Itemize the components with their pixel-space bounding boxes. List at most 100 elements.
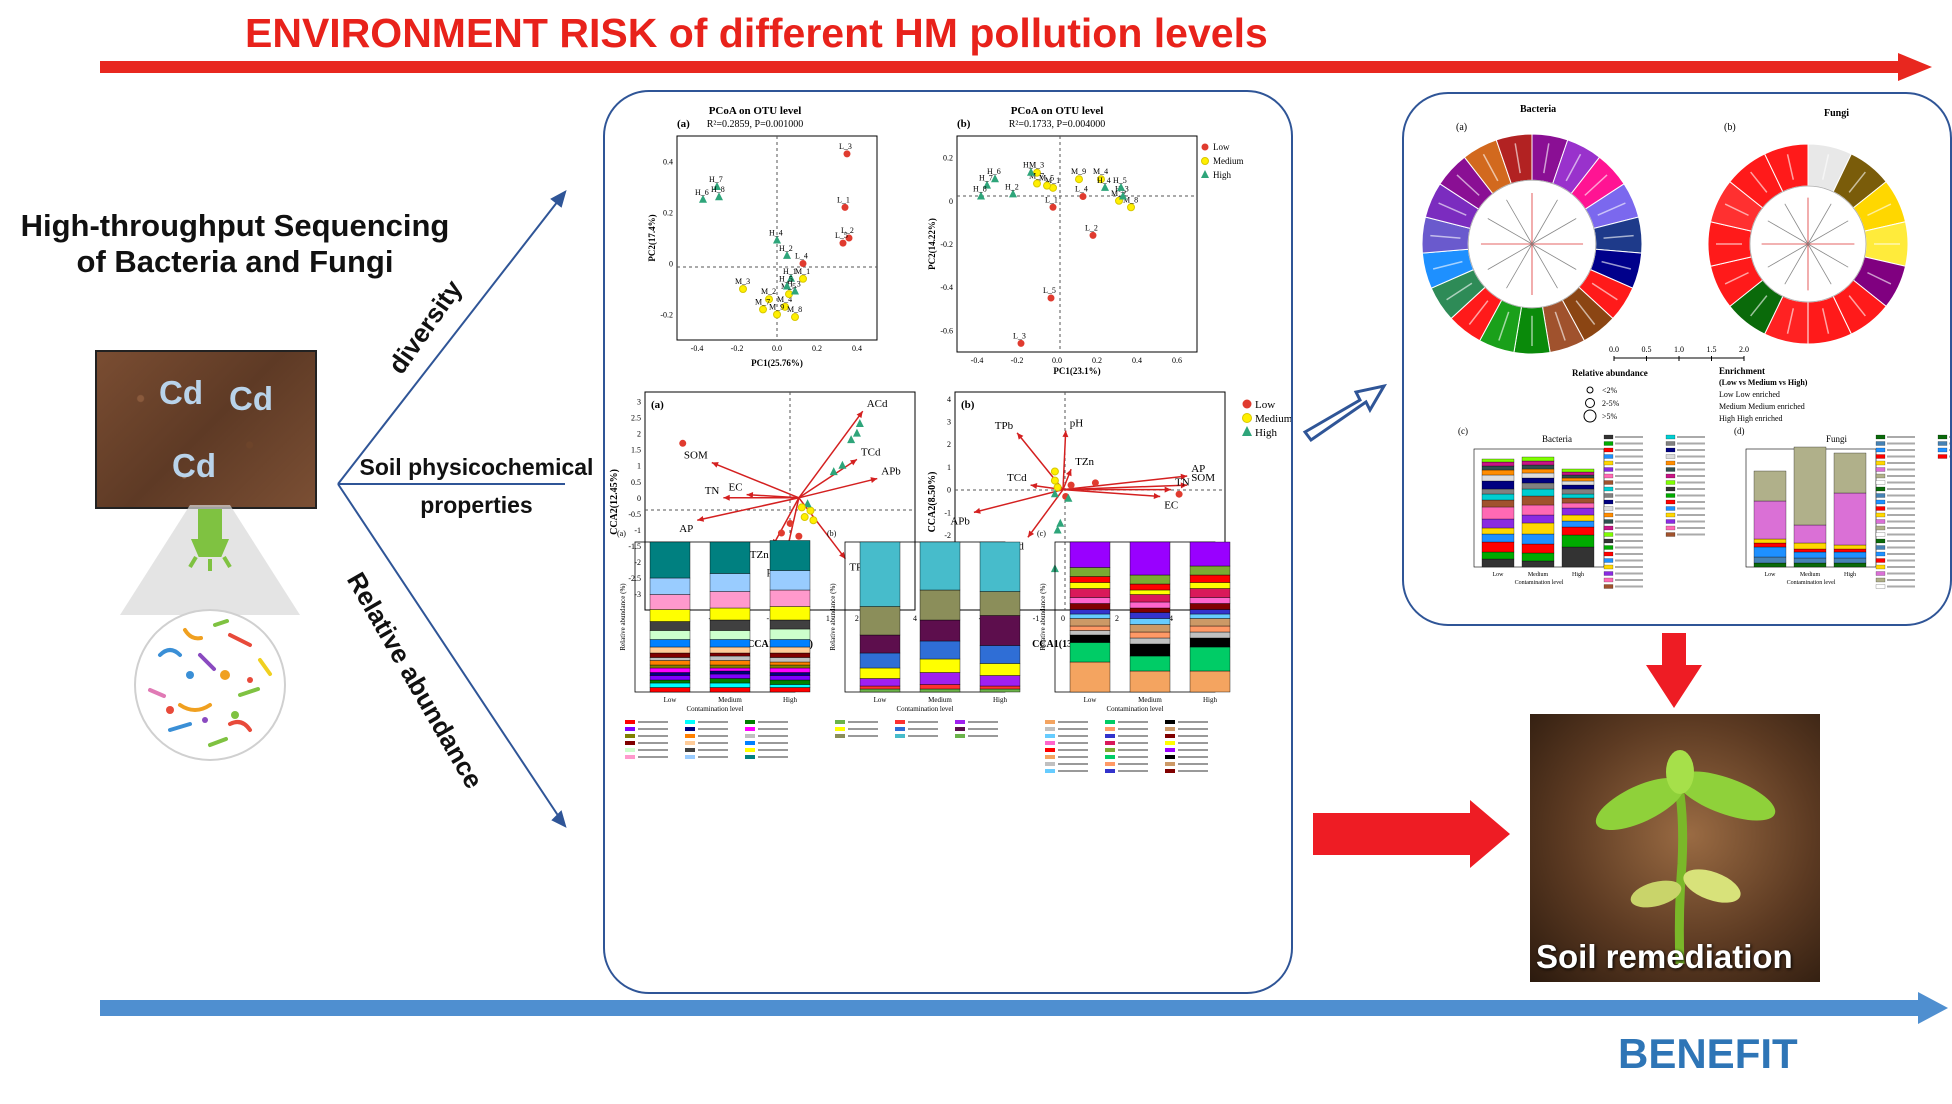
legend-text — [1887, 572, 1915, 575]
sequencing-title: High-throughput Sequencing of Bacteria a… — [20, 208, 450, 279]
data-point — [1242, 413, 1252, 423]
legend-text — [1677, 468, 1705, 471]
cd-label-1: Cd — [159, 374, 203, 411]
legend-text — [698, 721, 728, 723]
data-point — [715, 192, 723, 201]
legend-swatch — [1603, 577, 1614, 583]
stacked-segment — [1129, 618, 1171, 625]
x-tick: -0.2 — [1011, 356, 1024, 365]
stacked-segment — [709, 682, 751, 688]
legend-text — [1615, 449, 1643, 451]
small-bar-segment — [1481, 458, 1515, 463]
tag-a: (a) — [1456, 122, 1467, 133]
stacked-segment — [859, 688, 901, 693]
legend-text — [1615, 520, 1643, 523]
point-label: M_5 — [1039, 174, 1054, 183]
legend-swatch — [1045, 755, 1055, 759]
small-bar-segment — [1833, 562, 1867, 568]
stacked-segment — [709, 667, 751, 672]
legend-text — [1677, 488, 1705, 490]
y-tick: -0.2 — [940, 240, 953, 249]
seedling-icon — [1595, 750, 1776, 965]
small-bar-segment — [1481, 488, 1515, 495]
legend-text — [1949, 449, 1952, 451]
data-point — [795, 532, 803, 540]
small-bar-segment — [1833, 492, 1867, 546]
legend-swatch — [1105, 741, 1115, 745]
vector-label: TN — [705, 485, 720, 497]
point-label: M_1 — [795, 267, 810, 276]
category-label: Low — [1765, 572, 1777, 578]
legend-text — [908, 735, 938, 737]
legend-text — [1615, 514, 1643, 516]
data-point — [786, 519, 794, 527]
stacked-segment — [919, 619, 961, 642]
small-bar-segment — [1481, 533, 1515, 543]
legend-swatch — [1875, 480, 1886, 485]
legend-swatch — [1603, 454, 1614, 459]
legend-text — [1677, 501, 1705, 503]
legend-text — [1615, 462, 1643, 464]
hollow-arrow — [1302, 383, 1388, 443]
legend-swatch — [1603, 473, 1614, 479]
legend-text — [1887, 566, 1915, 568]
data-point — [777, 529, 785, 537]
legend-text — [1887, 442, 1915, 445]
legend-text — [1615, 468, 1643, 471]
pcoa-b-xlabel: PC1(23.1%) — [1053, 366, 1100, 376]
vector-label: TZn — [750, 549, 769, 561]
legend-swatch — [895, 734, 905, 738]
stacked-segment — [1069, 613, 1111, 619]
small-bar-segment — [1561, 514, 1595, 522]
stacked-segment — [649, 630, 691, 640]
vector-label: EC — [1164, 499, 1178, 511]
y-tick: 2 — [637, 430, 641, 439]
cca-vector — [1062, 430, 1067, 490]
point-label: H_4 — [1097, 176, 1111, 185]
benefit-arrow-shape — [100, 992, 1948, 1024]
stacked-segment — [649, 679, 691, 684]
pcoa-b-tag: (b) — [957, 118, 971, 130]
legend-swatch — [625, 748, 635, 752]
stacked-segment — [1189, 541, 1231, 567]
legend-swatch — [625, 727, 635, 731]
legend-text — [758, 721, 788, 723]
y-tick: -0.5 — [628, 510, 641, 519]
data-point — [991, 174, 999, 183]
legend-text — [1887, 553, 1915, 555]
legend-text — [1615, 455, 1643, 458]
legend-swatch — [1603, 538, 1614, 544]
legend-text — [1118, 742, 1148, 744]
small-bar-segment — [1521, 488, 1555, 497]
legend-text — [848, 728, 878, 730]
stacked-segment — [709, 619, 751, 631]
small-bar-segment — [1481, 541, 1515, 553]
legend-swatch — [1875, 441, 1886, 446]
data-point — [1056, 518, 1065, 527]
x-tick: 0.4 — [1132, 356, 1142, 365]
legend-swatch — [1875, 525, 1886, 531]
stacked-segment — [709, 660, 751, 666]
stacked-segment — [1189, 609, 1231, 615]
legend-swatch — [1603, 584, 1614, 589]
tag-c: (c) — [1458, 426, 1468, 436]
stacked-segment — [919, 688, 961, 693]
relab-label: 2-5% — [1602, 399, 1620, 408]
point-label: H_1 — [1023, 161, 1037, 170]
small-bar-segment — [1481, 527, 1515, 535]
bacteria-small-bars: Low Medium High Contamination level — [1473, 434, 1705, 589]
middle-panel-svg: PCoA on OTU level R²=0.2859, P=0.001000 … — [609, 105, 1293, 773]
legend-text — [1887, 488, 1915, 490]
small-bar-segment — [1481, 465, 1515, 471]
point-label: L_1 — [837, 195, 850, 204]
data-point — [809, 516, 818, 525]
legend-text — [1677, 481, 1705, 484]
legend-swatch — [1105, 727, 1115, 731]
branch-line-relative — [337, 483, 566, 827]
legend-swatch — [955, 727, 965, 731]
legend-swatch — [1937, 441, 1948, 446]
legend-text — [758, 735, 788, 737]
stacked-segment — [1189, 603, 1231, 610]
stacked-segment — [1189, 618, 1231, 627]
stacked-segment — [769, 687, 811, 693]
